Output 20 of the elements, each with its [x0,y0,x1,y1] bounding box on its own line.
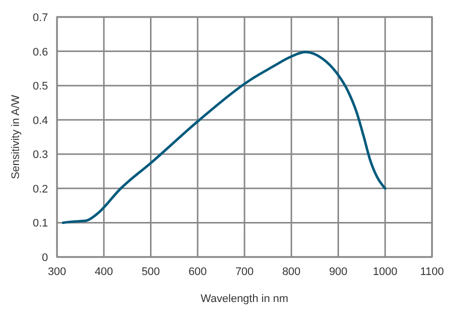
x-tick-label: 300 [48,266,66,278]
x-tick-label: 900 [329,266,348,278]
y-tick-label: 0.2 [32,183,48,196]
y-axis-title: Sensitivity in A/W [10,94,22,180]
x-tick-label: 800 [282,266,301,278]
y-tick-label: 0.4 [32,114,48,127]
x-tick-label: 1000 [372,266,398,278]
x-tick-label: 600 [188,266,207,278]
y-tick-label: 0 [42,252,48,264]
y-tick-label: 0.6 [32,46,48,58]
y-tick-label: 0.7 [32,12,48,24]
x-axis-title: Wavelength in nm [200,293,288,305]
x-tick-label: 500 [142,266,160,278]
x-tick-label: 400 [94,266,114,278]
x-tick-label: 700 [235,266,254,278]
line-series [62,50,386,224]
y-tick-label: 0.3 [32,149,48,162]
y-tick-label: 0.5 [32,80,48,93]
y-tick-label: 0.1 [32,218,48,230]
x-tick-label: 1100 [420,266,444,278]
